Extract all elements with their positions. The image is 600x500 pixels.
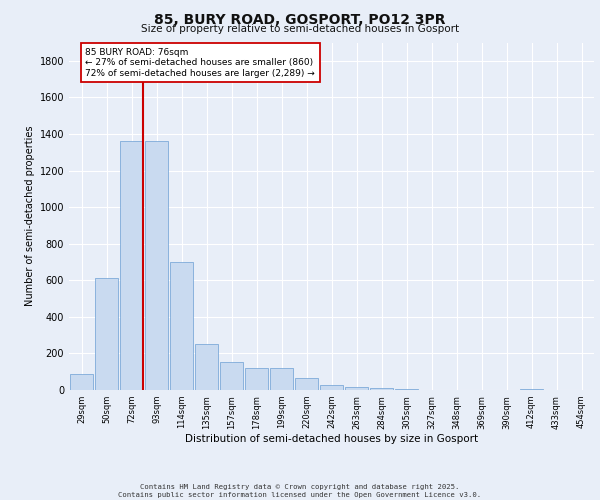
Text: Size of property relative to semi-detached houses in Gosport: Size of property relative to semi-detach… [141,24,459,34]
Text: 85 BURY ROAD: 76sqm
← 27% of semi-detached houses are smaller (860)
72% of semi-: 85 BURY ROAD: 76sqm ← 27% of semi-detach… [85,48,315,78]
Y-axis label: Number of semi-detached properties: Number of semi-detached properties [25,126,35,306]
Bar [170,262,193,390]
Text: 85, BURY ROAD, GOSPORT, PO12 3PR: 85, BURY ROAD, GOSPORT, PO12 3PR [154,12,446,26]
Bar [370,388,393,390]
Bar [195,344,218,390]
X-axis label: Distribution of semi-detached houses by size in Gosport: Distribution of semi-detached houses by … [185,434,478,444]
Bar [120,142,143,390]
Bar [245,368,268,390]
Text: Contains HM Land Registry data © Crown copyright and database right 2025.
Contai: Contains HM Land Registry data © Crown c… [118,484,482,498]
Bar [520,388,543,390]
Bar [320,384,343,390]
Bar [295,378,318,390]
Bar [220,362,243,390]
Bar [70,374,93,390]
Bar [95,278,118,390]
Bar [145,142,168,390]
Bar [345,386,368,390]
Bar [270,368,293,390]
